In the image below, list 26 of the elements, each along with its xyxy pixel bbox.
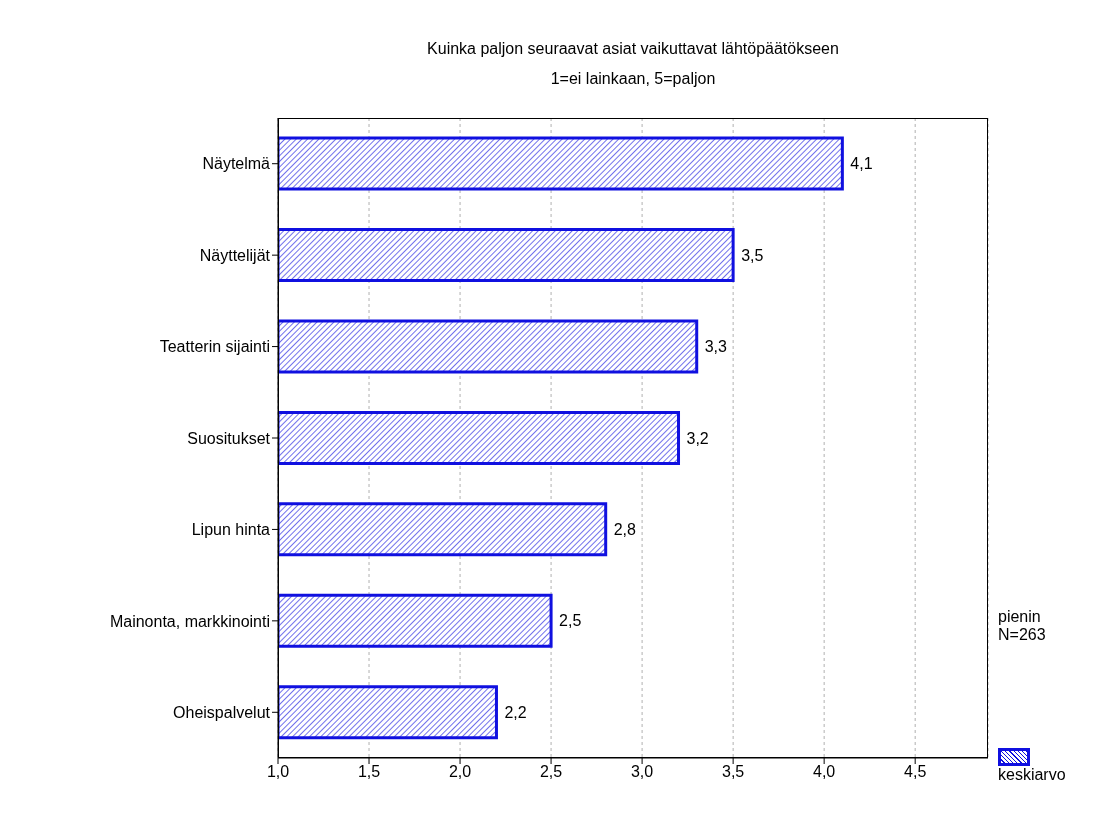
x-tick-label: 3,5 [722,763,745,781]
x-tick-label: 1,0 [266,763,290,781]
data-label: 2,8 [613,520,637,538]
x-tick-label: 2,5 [539,763,563,781]
chart-title: Kuinka paljon seuraavat asiat vaikuttavat lähtöpäätökseen [426,40,840,58]
x-tick-label: 4,5 [904,763,927,781]
x-tick-label: 3,0 [630,763,654,781]
data-label: 3,2 [686,429,709,447]
chart-subtitle: 1=ei lainkaan, 5=paljon [549,70,717,88]
y-tick-label: Suositukset [187,429,271,447]
data-label: 3,3 [704,338,728,356]
y-tick-label: Mainonta, markkinointi [109,612,270,630]
data-label: 2,2 [504,703,527,721]
data-label: 4,1 [850,155,873,173]
text: pienin N=263 [998,608,1047,644]
legend-label: keskiarvo [998,766,1066,784]
y-tick-label: Oheispalvelut [173,703,271,721]
data-label: 3,5 [741,246,764,264]
y-tick-label: Näyttelijät [199,246,271,264]
y-tick-label: Lipun hinta [191,521,271,539]
x-tick-label: 4,0 [813,763,836,781]
y-tick-label: Teatterin sijainti [159,338,270,356]
x-tick-label: 2,0 [448,763,472,781]
data-label: 2,5 [559,612,582,630]
x-tick-label: 1,5 [357,763,381,781]
y-tick-label: Näytelmä [202,155,271,173]
